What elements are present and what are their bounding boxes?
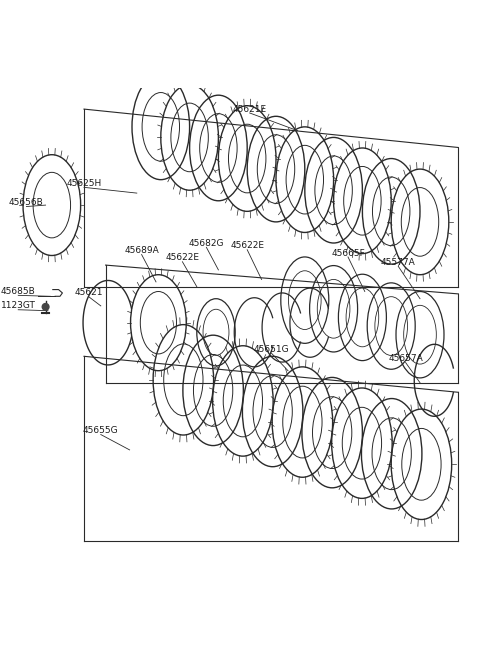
Text: 45655G: 45655G [83,426,119,435]
Text: 45685B: 45685B [1,287,36,296]
Text: 45657A: 45657A [388,354,423,364]
Text: 45621: 45621 [74,288,103,297]
Text: 45621E: 45621E [232,105,267,113]
Text: 45651G: 45651G [253,345,289,354]
Text: 45577A: 45577A [381,258,416,267]
Ellipse shape [42,303,49,310]
Text: 1123GT: 1123GT [1,301,36,310]
Text: 45689A: 45689A [124,246,159,255]
Text: 45656B: 45656B [9,198,44,207]
Text: 45665F: 45665F [331,249,365,257]
Text: 45625H: 45625H [66,179,102,188]
Text: 45622E: 45622E [230,242,264,250]
Text: 45682G: 45682G [189,239,224,248]
Text: 45622E: 45622E [166,253,199,263]
